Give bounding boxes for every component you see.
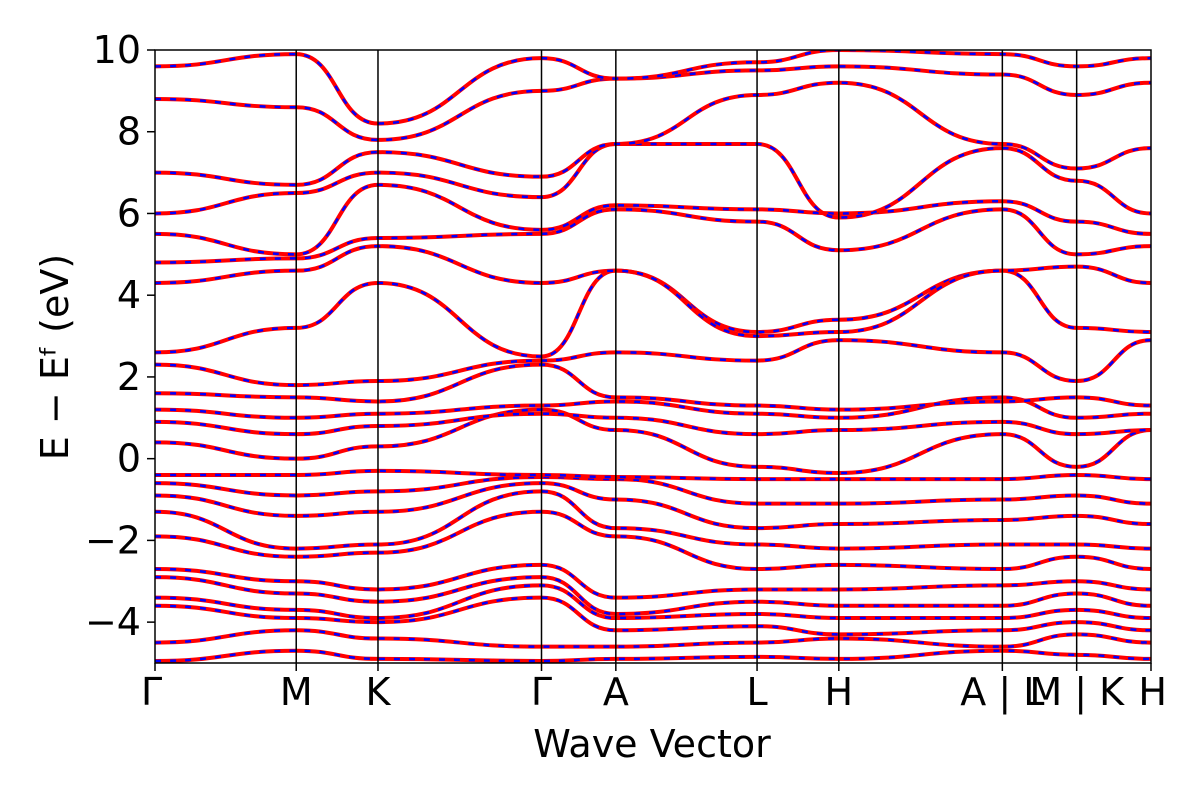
- y-tick-label: −2: [85, 518, 141, 562]
- band-line-dashed-18: [155, 244, 1151, 338]
- x-tick-label: A: [603, 670, 629, 714]
- y-tick-label: 6: [117, 191, 141, 235]
- x-axis-label: Wave Vector: [533, 722, 771, 766]
- y-tick-label: 2: [117, 355, 141, 399]
- y-tick-label: 10: [93, 28, 141, 72]
- y-tick-label: 8: [117, 110, 141, 154]
- plot-frame: [154, 49, 1152, 664]
- band-line-9: [155, 481, 1151, 531]
- band-line-dashed-20: [155, 183, 1151, 256]
- band-line-dashed-12: [155, 408, 1151, 475]
- x-tick-label: H: [825, 670, 854, 714]
- band-line-dashed-22: [155, 81, 1151, 187]
- x-tick-label: L: [746, 670, 767, 714]
- x-tick-label: M: [280, 670, 313, 714]
- band-line-dashed-2: [155, 629, 1151, 648]
- y-axis-label: E − Eᶠ (eV): [33, 254, 77, 460]
- band-line-3: [155, 595, 1151, 637]
- y-tick-label: 4: [117, 273, 141, 317]
- high-symmetry-lines: [295, 50, 1078, 663]
- band-line-13: [155, 411, 1151, 437]
- band-line-dashed-8: [155, 490, 1151, 550]
- x-tick-label: Γ: [141, 670, 162, 714]
- band-line-11: [155, 468, 1151, 482]
- band-line-dashed-19: [155, 208, 1151, 264]
- band-line-dashed-5: [155, 575, 1151, 616]
- x-tick-label: K: [366, 670, 392, 714]
- x-tick-label: H: [1138, 670, 1167, 714]
- band-line-15: [155, 362, 1151, 412]
- y-tick-label: 0: [117, 437, 141, 481]
- band-line-dashed-24: [155, 50, 1151, 125]
- band-line-6: [155, 562, 1151, 600]
- x-axis-ticks: Γ M K Γ A L H A | LM | K H: [141, 663, 1167, 715]
- y-axis-ticks: −4 −2 0 2 4 6 8 10: [85, 28, 155, 644]
- band-line-dashed-16: [155, 338, 1151, 387]
- x-tick-label: Γ: [531, 670, 552, 714]
- band-line-21: [155, 141, 1151, 220]
- band-lines: [155, 50, 1151, 663]
- band-line-1: [155, 648, 1151, 663]
- band-line-dashed-7: [155, 510, 1151, 571]
- band-line-4: [155, 583, 1151, 621]
- y-tick-label: −4: [85, 600, 141, 644]
- x-tick-label: M | K: [1029, 670, 1125, 715]
- band-line-dashed-10: [155, 475, 1151, 505]
- x-tick-label: A | L: [960, 670, 1044, 715]
